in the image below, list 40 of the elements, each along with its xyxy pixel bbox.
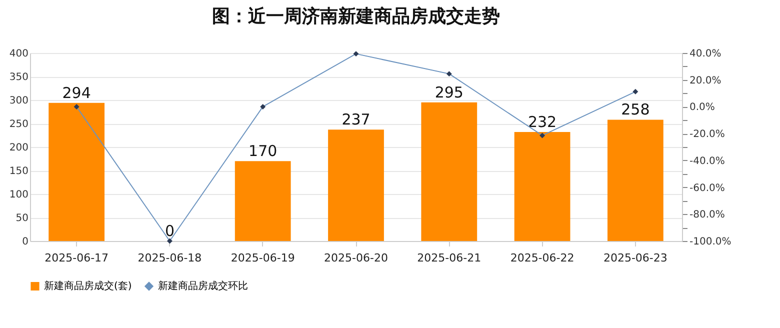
x-tick-label: 2025-06-18 bbox=[138, 252, 202, 264]
legend-label: 新建商品房成交环比 bbox=[158, 280, 248, 292]
y-tick-label: 200 bbox=[9, 142, 28, 154]
y-tick-label: 300 bbox=[9, 96, 28, 106]
chart-title: 图：近一周济南新建商品房成交走势 bbox=[212, 6, 500, 27]
y2-tick-label: 40.0% bbox=[690, 48, 722, 60]
bar bbox=[48, 102, 105, 241]
y2-tick-label: -80.0% bbox=[690, 210, 725, 221]
y2-tick-label: -100.0% bbox=[690, 236, 732, 248]
y2-tick-label: 20.0% bbox=[690, 75, 722, 86]
y2-tick-label: -20.0% bbox=[690, 129, 725, 140]
data-label: 232 bbox=[528, 112, 557, 131]
y2-tick-label: -60.0% bbox=[690, 182, 725, 194]
x-tick-label: 2025-06-17 bbox=[44, 252, 109, 264]
x-tick-label: 2025-06-23 bbox=[603, 252, 668, 264]
y-tick-label: 250 bbox=[9, 119, 28, 130]
bar bbox=[514, 132, 570, 241]
y-tick-label: 100 bbox=[9, 190, 28, 200]
x-tick-label: 2025-06-20 bbox=[324, 252, 388, 264]
x-tick-label: 2025-06-21 bbox=[417, 252, 482, 264]
y-tick-label: 400 bbox=[9, 48, 28, 60]
data-label: 237 bbox=[342, 110, 370, 129]
data-label: 258 bbox=[621, 100, 650, 119]
bar bbox=[421, 102, 478, 241]
bar bbox=[607, 120, 664, 241]
data-label: 295 bbox=[434, 83, 464, 102]
x-tick-label: 2025-06-19 bbox=[230, 252, 295, 264]
data-label: 170 bbox=[248, 142, 278, 160]
legend-label: 新建商品房成交(套) bbox=[44, 280, 132, 292]
y-tick-label: 0 bbox=[22, 236, 28, 248]
data-label: 294 bbox=[62, 84, 91, 102]
y2-tick-label: -40.0% bbox=[690, 156, 725, 167]
data-label: 0 bbox=[164, 222, 174, 240]
x-tick-label: 2025-06-22 bbox=[510, 252, 574, 264]
y-tick-label: 350 bbox=[9, 72, 28, 83]
y-tick-label: 50 bbox=[16, 213, 28, 224]
y-tick-label: 150 bbox=[9, 166, 28, 177]
bar bbox=[234, 161, 291, 241]
y2-tick-label: 0.0% bbox=[690, 102, 715, 114]
bar bbox=[328, 130, 384, 241]
